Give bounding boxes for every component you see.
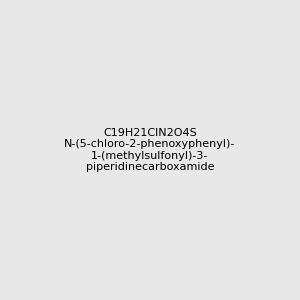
Text: C19H21ClN2O4S
N-(5-chloro-2-phenoxyphenyl)-
1-(methylsulfonyl)-3-
piperidinecarb: C19H21ClN2O4S N-(5-chloro-2-phenoxypheny… [64, 128, 236, 172]
